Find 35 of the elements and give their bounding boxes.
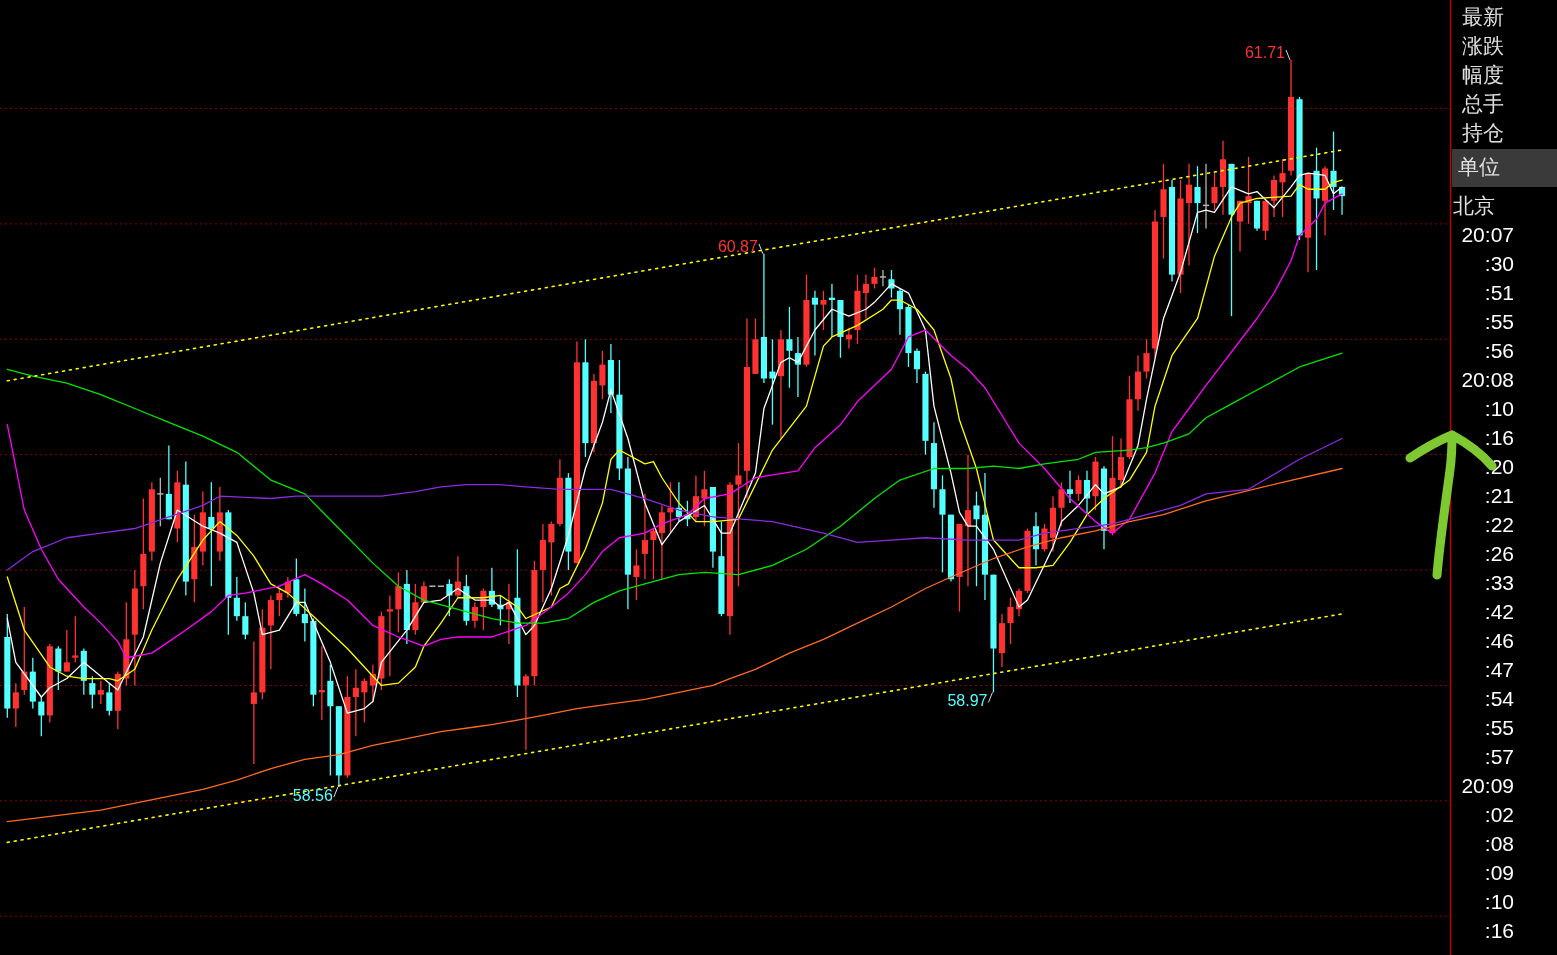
text: :26 [1484,541,1514,565]
text: :55 [1484,715,1514,739]
text: :16 [1484,918,1514,942]
text: 20:07 [1461,222,1514,246]
text: :54 [1484,686,1515,710]
text: :10 [1484,396,1514,420]
text: :30 [1484,251,1514,275]
annotation: 58.97 [947,692,988,710]
text: :47 [1484,657,1514,681]
text: 总手 [1461,91,1504,115]
text: 持仓 [1462,120,1504,144]
text: :08 [1484,831,1514,855]
text: 20:09 [1461,773,1514,797]
text: :02 [1484,802,1514,826]
text: :22 [1484,512,1514,536]
text: :55 [1484,309,1514,333]
text: 幅度 [1462,62,1504,86]
text: 北京 [1453,193,1495,217]
text: 最新 [1462,4,1504,28]
annotation: 61.71 [1244,44,1286,61]
text: :46 [1484,628,1514,652]
annotation: 58.56 [292,787,333,804]
text: :10 [1484,889,1514,913]
text: 涨跌 [1462,33,1504,57]
text: :09 [1484,860,1514,884]
text: :33 [1484,570,1514,594]
text: :51 [1484,280,1514,304]
annotation: 60.87 [717,237,759,255]
text: :16 [1484,425,1514,449]
text: 单位 [1458,154,1500,178]
text: :57 [1484,744,1514,768]
text: :56 [1484,338,1514,362]
text: 20:08 [1461,367,1514,391]
text: :42 [1484,599,1514,623]
text: :21 [1484,483,1514,507]
